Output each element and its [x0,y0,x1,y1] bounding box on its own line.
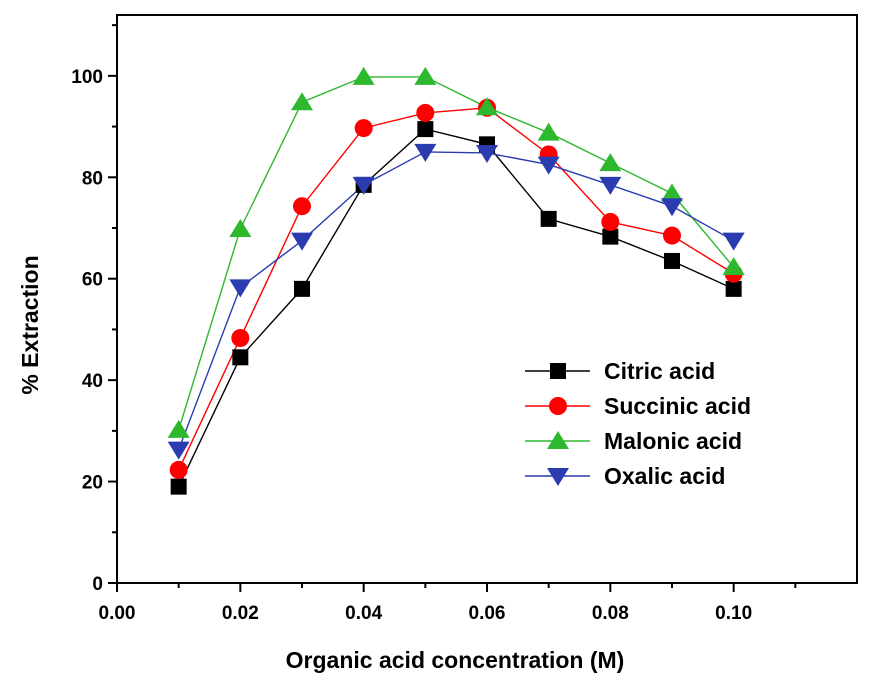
data-point-oxalic-acid [229,279,252,298]
x-tick-label: 0.08 [592,603,629,624]
data-point-succinic-acid [293,197,311,216]
x-tick-label: 0.00 [99,603,136,624]
data-point-succinic-acid [354,119,373,138]
data-point-citric-acid [232,349,249,366]
y-tick-label: 0 [92,574,103,595]
data-point-oxalic-acid [414,143,437,162]
x-tick-label: 0.06 [469,603,506,624]
data-point-succinic-acid [601,212,620,231]
data-point-malonic-acid [476,97,498,116]
y-tick-label: 60 [82,270,103,291]
y-tick-label: 20 [82,473,103,494]
series-line-succinic-acid [178,107,735,471]
series-line-citric-acid [178,128,734,487]
data-point-malonic-acid [722,257,745,276]
y-tick-label: 100 [71,67,103,88]
data-point-malonic-acid [599,153,622,172]
data-point-malonic-acid [537,122,560,141]
y-tick-label: 40 [82,371,103,392]
data-point-oxalic-acid [537,156,560,175]
data-point-citric-acid [170,478,187,495]
data-point-succinic-acid [169,460,188,479]
data-point-citric-acid [725,280,742,297]
data-point-oxalic-acid [599,176,622,195]
data-point-citric-acid [540,210,557,227]
data-point-succinic-acid [416,103,435,122]
data-point-oxalic-acid [661,198,683,217]
data-point-oxalic-acid [352,176,375,195]
data-point-oxalic-acid [722,232,745,251]
legend-label-succinic-acid: Succinic acid [604,393,751,419]
x-tick-label: 0.10 [715,603,752,624]
data-point-oxalic-acid [291,232,313,251]
y-tick-label: 80 [82,168,103,189]
data-point-oxalic-acid [167,441,190,460]
x-tick-label: 0.02 [222,603,259,624]
data-point-malonic-acid [352,66,375,85]
data-point-succinic-acid [231,329,250,348]
data-point-malonic-acid [229,219,252,238]
legend-marker-malonic-acid [547,431,569,449]
series-line-oxalic-acid [178,151,735,450]
legend-marker-succinic-acid [549,397,567,415]
x-tick-label: 0.04 [345,603,382,624]
data-point-malonic-acid [414,66,437,85]
y-axis-title: % Extraction [17,255,43,394]
data-point-malonic-acid [167,419,190,438]
data-point-malonic-acid [291,92,313,111]
legend-label-oxalic-acid: Oxalic acid [604,463,725,489]
legend-label-citric-acid: Citric acid [604,358,715,384]
data-point-citric-acid [294,280,310,297]
legend-label-malonic-acid: Malonic acid [604,428,742,454]
data-point-succinic-acid [663,226,681,245]
data-point-oxalic-acid [476,144,498,163]
data-point-citric-acid [664,252,680,269]
legend-marker-citric-acid [550,363,566,379]
legend-marker-oxalic-acid [547,468,569,486]
data-point-citric-acid [417,121,434,138]
data-point-citric-acid [602,228,619,245]
x-axis-title: Organic acid concentration (M) [286,647,625,673]
series-line-malonic-acid [178,76,735,431]
legend: Citric acid Succinic acid Malonic acid Oxal… [525,358,751,489]
data-point-malonic-acid [661,183,683,202]
